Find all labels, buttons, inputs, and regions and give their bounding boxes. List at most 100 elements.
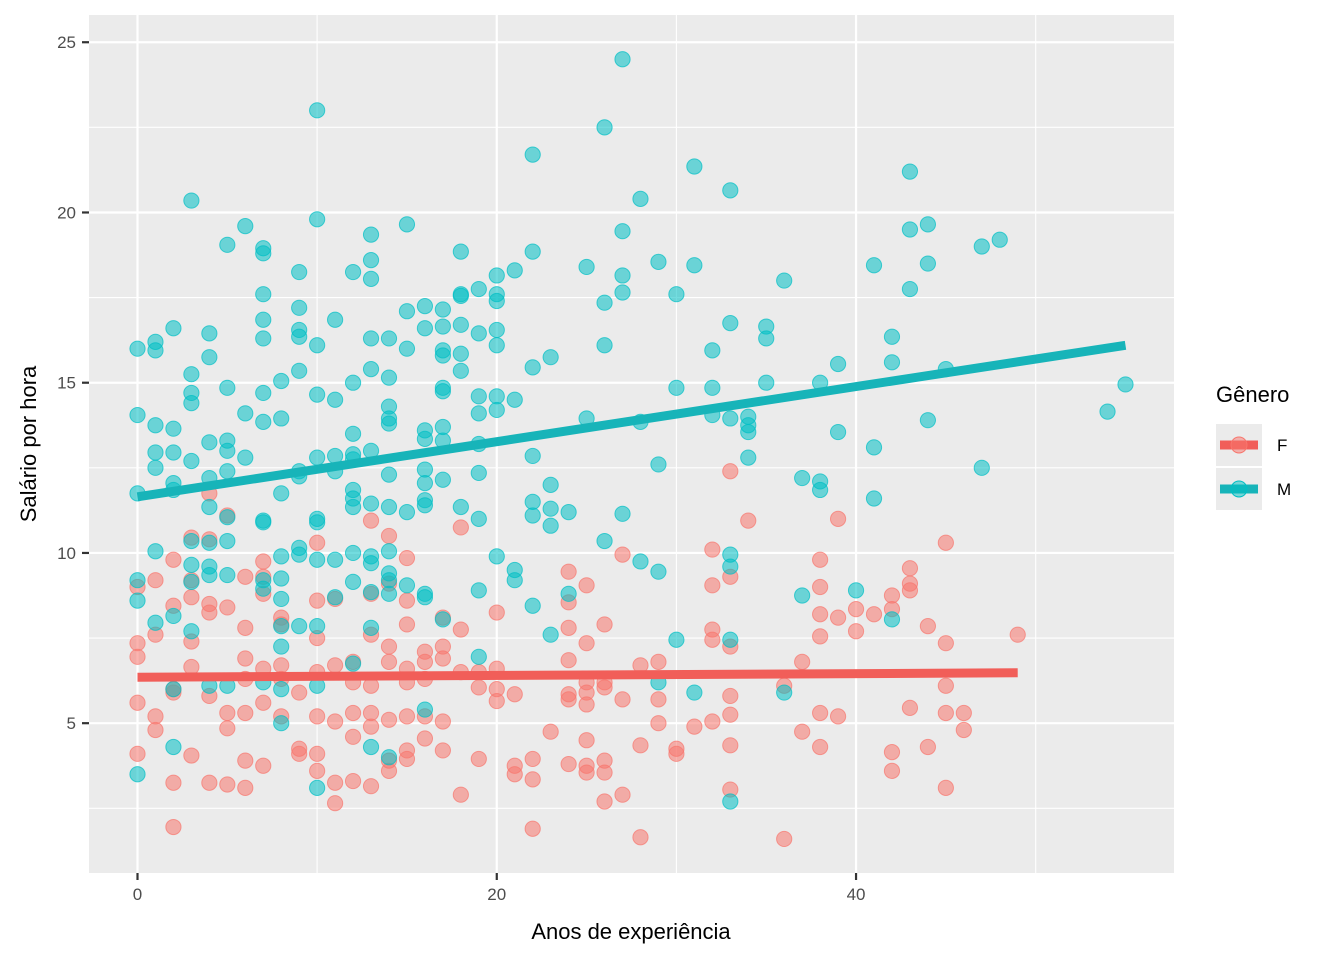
- data-point-m: [722, 182, 739, 199]
- data-point-m: [560, 585, 577, 602]
- data-point-f: [650, 715, 667, 732]
- data-point-f: [919, 738, 937, 756]
- data-point-m: [309, 514, 326, 531]
- data-point-m: [488, 388, 505, 405]
- data-point-f: [686, 718, 703, 735]
- data-point-m: [398, 577, 416, 594]
- data-point-m: [776, 684, 793, 701]
- data-point-m: [380, 543, 398, 560]
- data-point-f: [183, 747, 200, 764]
- data-point-m: [273, 372, 290, 390]
- data-point-m: [542, 476, 559, 493]
- data-point-f: [937, 677, 954, 694]
- data-point-m: [255, 330, 272, 347]
- data-point-f: [560, 619, 577, 636]
- y-axis-title: Salário por hora: [16, 365, 41, 522]
- data-point-m: [524, 507, 541, 524]
- data-point-m: [614, 223, 631, 240]
- data-point-m: [255, 580, 272, 597]
- data-point-m: [524, 359, 541, 376]
- data-point-m: [488, 548, 505, 565]
- data-point-f: [596, 793, 613, 810]
- data-point-f: [398, 750, 416, 768]
- data-point-f: [147, 721, 164, 739]
- data-point-f: [434, 742, 451, 759]
- data-point-f: [129, 694, 146, 711]
- data-point-m: [183, 573, 200, 590]
- data-point-m: [362, 555, 380, 572]
- data-point-m: [722, 793, 739, 810]
- data-point-m: [165, 607, 182, 625]
- data-point-m: [614, 505, 631, 522]
- data-point-f: [1009, 626, 1026, 643]
- data-point-m: [165, 320, 182, 337]
- data-point-f: [470, 679, 487, 696]
- data-point-f: [937, 534, 954, 551]
- data-point-f: [560, 691, 577, 708]
- data-point-f: [165, 818, 182, 836]
- data-point-m: [273, 715, 290, 732]
- data-point-m: [470, 388, 487, 405]
- data-point-m: [668, 379, 685, 396]
- data-point-f: [794, 723, 811, 740]
- data-point-m: [380, 572, 398, 589]
- x-tick-label: 0: [133, 885, 142, 904]
- data-point-m: [542, 626, 559, 643]
- data-point-f: [237, 650, 254, 667]
- data-point-m: [255, 384, 272, 402]
- data-point-m: [344, 544, 362, 562]
- data-point-f: [255, 553, 272, 570]
- data-point-f: [704, 713, 721, 730]
- data-point-f: [237, 779, 254, 796]
- data-point-m: [470, 405, 487, 422]
- data-point-f: [380, 653, 398, 671]
- data-point-f: [704, 541, 721, 558]
- data-point-f: [596, 764, 613, 781]
- data-point-m: [362, 738, 380, 756]
- x-axis: 0 20 40: [133, 873, 866, 904]
- data-point-f: [147, 708, 164, 725]
- data-point-m: [291, 618, 308, 635]
- data-point-f: [147, 572, 164, 589]
- data-point-m: [416, 475, 434, 492]
- data-point-f: [901, 560, 919, 577]
- data-point-m: [919, 412, 937, 429]
- data-point-f: [237, 568, 254, 585]
- data-point-m: [219, 566, 236, 584]
- data-point-f: [309, 534, 326, 551]
- data-point-m: [883, 328, 901, 345]
- y-tick-label: 10: [57, 544, 76, 563]
- data-point-f: [596, 679, 613, 696]
- data-point-f: [847, 623, 865, 640]
- x-axis-title: Anos de experiência: [531, 919, 731, 944]
- data-point-m: [650, 253, 667, 270]
- data-point-m: [434, 383, 451, 400]
- data-point-f: [434, 650, 451, 667]
- data-point-m: [255, 514, 272, 531]
- data-point-m: [722, 631, 739, 648]
- data-point-m: [704, 379, 721, 396]
- data-point-f: [434, 713, 451, 730]
- data-point-m: [416, 497, 434, 514]
- data-point-m: [506, 572, 523, 589]
- data-point-f: [380, 762, 398, 779]
- data-point-m: [362, 252, 380, 269]
- data-point-m: [470, 464, 487, 482]
- data-point-m: [255, 245, 272, 262]
- data-point-f: [722, 463, 739, 480]
- data-point-f: [452, 786, 469, 803]
- data-point-m: [380, 749, 398, 766]
- data-point-m: [398, 340, 416, 357]
- data-point-f: [309, 762, 326, 779]
- data-point-m: [758, 374, 775, 391]
- data-point-f: [578, 732, 595, 749]
- data-point-m: [273, 410, 290, 427]
- data-point-f: [955, 704, 972, 722]
- data-point-m: [129, 766, 146, 783]
- data-point-m: [201, 434, 218, 451]
- data-point-m: [1117, 376, 1134, 393]
- data-point-f: [488, 604, 505, 621]
- data-point-f: [362, 778, 380, 795]
- data-point-f: [524, 771, 541, 788]
- data-point-m: [165, 420, 182, 437]
